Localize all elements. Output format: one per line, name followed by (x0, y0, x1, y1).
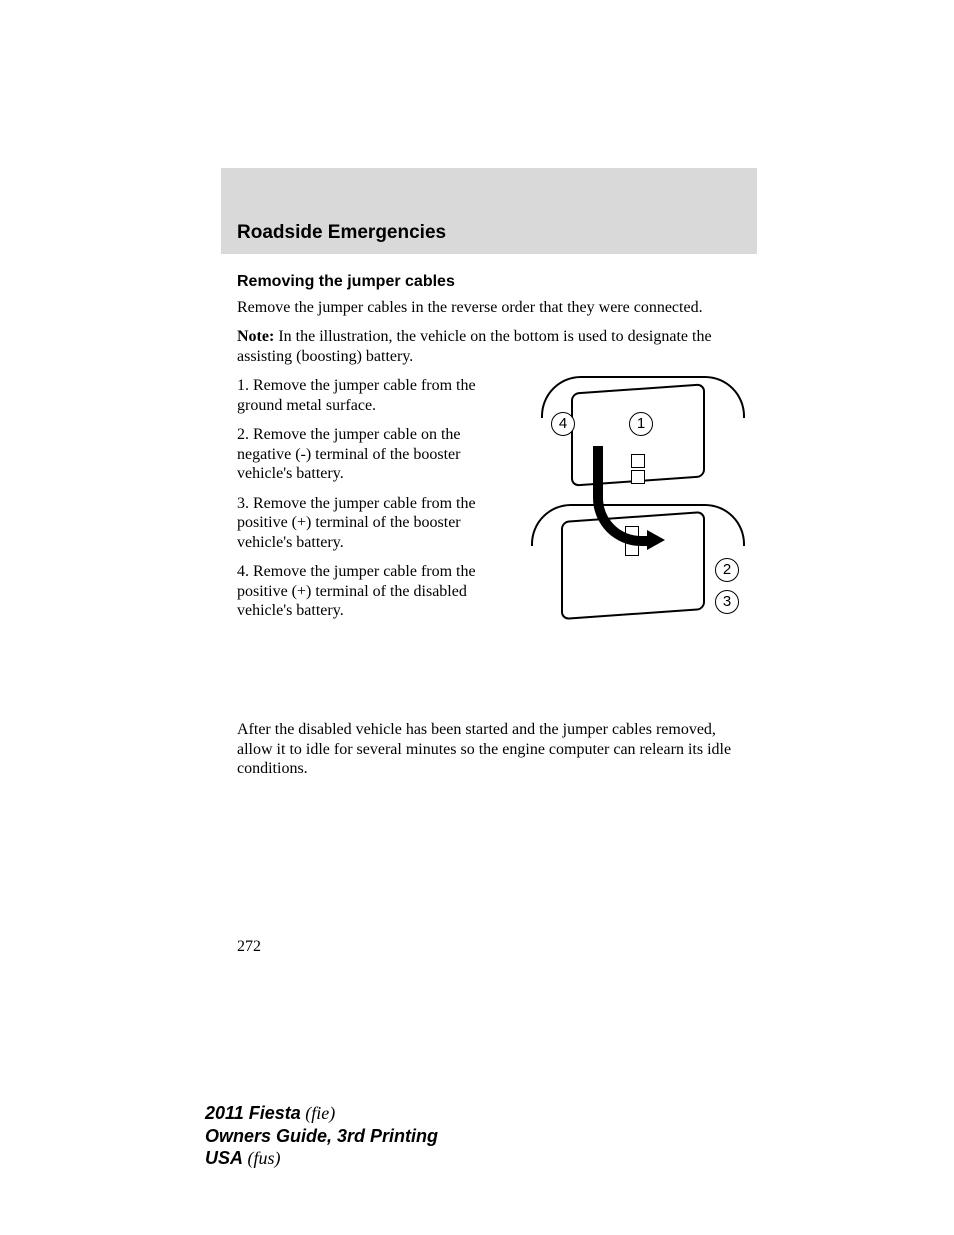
note-body: In the illustration, the vehicle on the … (237, 328, 712, 365)
footer-block: 2011 Fiesta (fie) Owners Guide, 3rd Prin… (205, 1102, 438, 1170)
section-header-band: Roadside Emergencies (221, 168, 757, 254)
steps-and-diagram-row: 1. Remove the jumper cable from the grou… (237, 376, 741, 636)
note-paragraph: Note: In the illustration, the vehicle o… (237, 327, 741, 366)
diagram-label-3: 3 (715, 590, 739, 614)
footer-code-1: (fie) (301, 1103, 335, 1123)
note-label: Note: (237, 328, 274, 345)
steps-column: 1. Remove the jumper cable from the grou… (237, 376, 513, 631)
footer-code-3: (fus) (243, 1148, 281, 1168)
diagram-label-1: 1 (629, 412, 653, 436)
footer-line-3: USA (fus) (205, 1147, 438, 1170)
step-2: 2. Remove the jumper cable on the negati… (237, 425, 513, 484)
diagram-label-2: 2 (715, 558, 739, 582)
footer-region: USA (205, 1148, 243, 1168)
step-3: 3. Remove the jumper cable from the posi… (237, 494, 513, 553)
section-title: Roadside Emergencies (237, 222, 741, 244)
body-content: Removing the jumper cables Remove the ju… (237, 254, 741, 779)
diagram-label-4: 4 (551, 412, 575, 436)
after-paragraph: After the disabled vehicle has been star… (237, 720, 741, 779)
intro-paragraph: Remove the jumper cables in the reverse … (237, 298, 741, 318)
jumper-cable-diagram: 4 1 2 3 (531, 376, 741, 636)
footer-model: 2011 Fiesta (205, 1103, 301, 1123)
step-4: 4. Remove the jumper cable from the posi… (237, 562, 513, 621)
footer-line-2: Owners Guide, 3rd Printing (205, 1125, 438, 1148)
subheading: Removing the jumper cables (237, 272, 741, 292)
footer-line-1: 2011 Fiesta (fie) (205, 1102, 438, 1125)
page-content: Roadside Emergencies Removing the jumper… (237, 168, 741, 789)
step-1: 1. Remove the jumper cable from the grou… (237, 376, 513, 415)
page-number: 272 (237, 938, 261, 956)
